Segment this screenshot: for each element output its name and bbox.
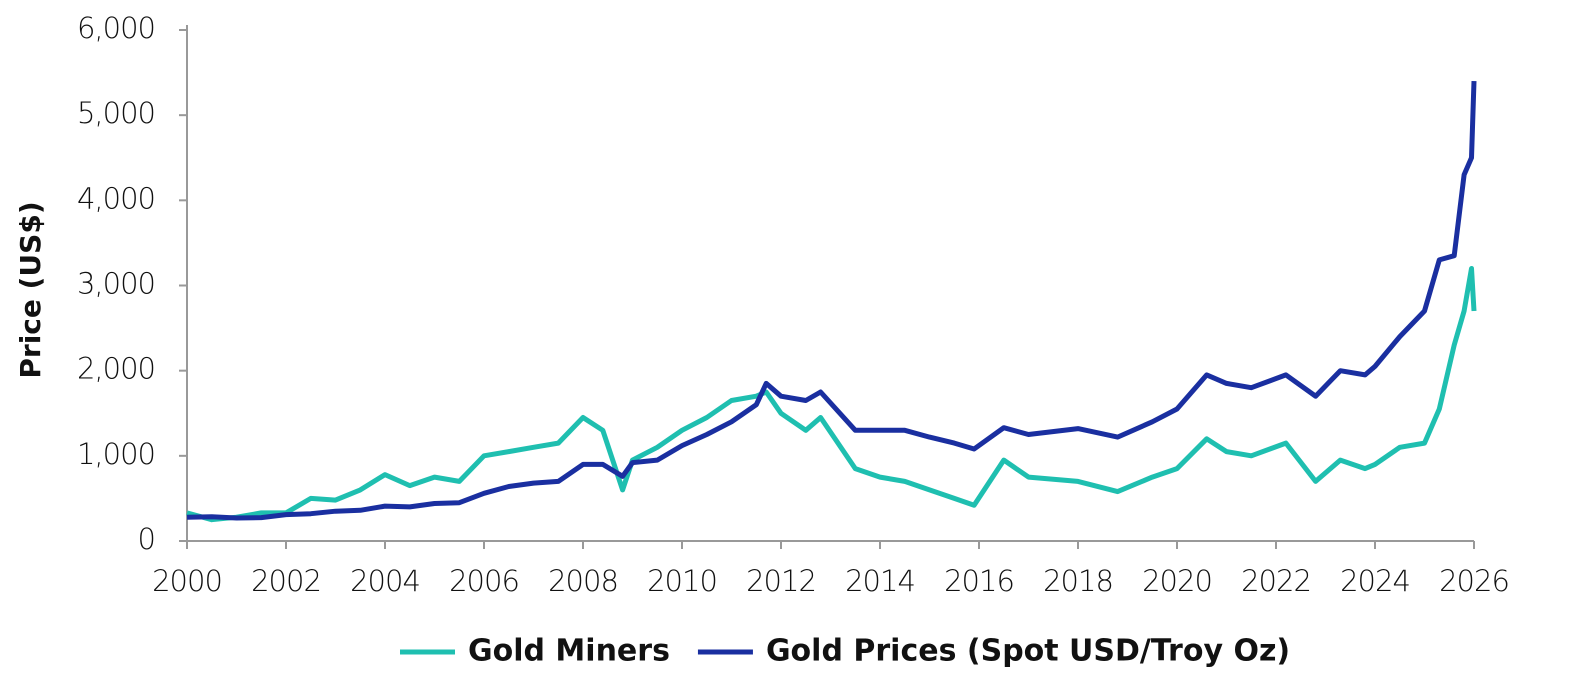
x-tick-label: 2012 <box>746 564 816 598</box>
y-tick-label: 2,000 <box>77 352 155 386</box>
x-tick-label: 2022 <box>1241 564 1311 598</box>
y-tick-label: 1,000 <box>77 437 155 471</box>
y-axis-label: Price (US$) <box>14 201 47 378</box>
y-tick-label: 4,000 <box>77 181 155 215</box>
x-tick-label: 2002 <box>251 564 321 598</box>
legend-label: Gold Miners <box>468 634 670 669</box>
x-tick-label: 2016 <box>944 564 1014 598</box>
series-line <box>186 266 1477 523</box>
x-tick-label: 2024 <box>1340 564 1410 598</box>
x-tick-label: 2008 <box>548 564 618 598</box>
y-tick-label: 0 <box>138 522 155 556</box>
x-tick-label: 2026 <box>1439 564 1509 598</box>
x-tick-label: 2006 <box>449 564 519 598</box>
y-tick-label: 6,000 <box>77 11 155 45</box>
x-tick-label: 2020 <box>1142 564 1212 598</box>
x-tick-label: 2004 <box>350 564 420 598</box>
x-tick-label: 2014 <box>845 564 915 598</box>
legend-label: Gold Prices (Spot USD/Troy Oz) <box>766 634 1290 669</box>
x-tick-label: 2000 <box>152 564 222 598</box>
x-tick-label: 2010 <box>647 564 717 598</box>
x-tick-label: 2018 <box>1043 564 1113 598</box>
y-tick-label: 3,000 <box>77 267 155 301</box>
y-tick-label: 5,000 <box>77 96 155 130</box>
series-line <box>186 81 1477 521</box>
